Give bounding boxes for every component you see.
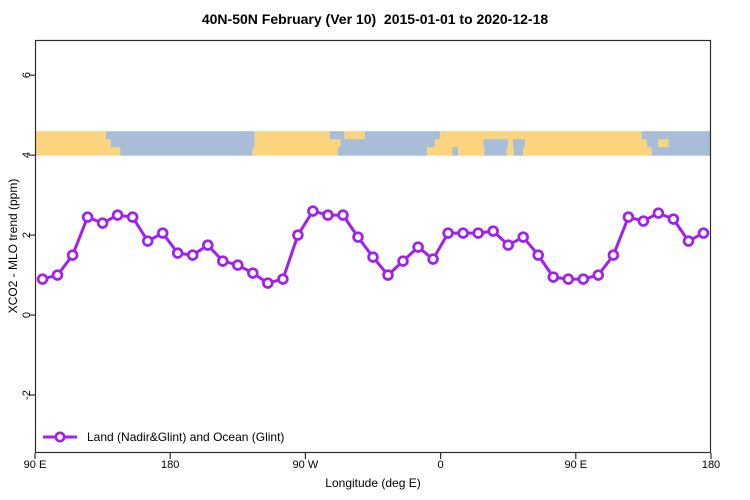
x-tick-label: 90 E — [23, 459, 47, 471]
legend-label: Land (Nadir&Glint) and Ocean (Glint) — [87, 430, 285, 444]
data-point-marker — [232, 259, 244, 271]
y-axis-title: XCO2 - MLO trend (ppm) — [6, 178, 20, 314]
x-tick-label: 90 W — [292, 459, 319, 471]
map-band-ocean-segment — [337, 147, 427, 156]
data-point-marker — [367, 251, 379, 263]
data-point-marker — [667, 213, 680, 225]
map-band-ocean-segment — [513, 147, 524, 156]
map-band-land-segment — [344, 131, 365, 140]
map-band-ocean-segment — [329, 131, 345, 140]
y-tick-label: 4 — [21, 152, 33, 159]
plot-area — [29, 39, 712, 459]
data-point-marker — [307, 205, 319, 217]
map-band-ocean-segment — [452, 147, 459, 156]
map-band-land-segment — [506, 147, 514, 156]
y-tick-label: 0 — [21, 312, 33, 319]
data-point-marker — [247, 267, 259, 279]
data-point-marker — [682, 235, 695, 247]
data-point-marker — [502, 239, 514, 251]
data-point-marker — [156, 227, 169, 239]
map-band-ocean-segment — [651, 147, 711, 156]
data-point-marker — [562, 273, 575, 285]
data-point-marker — [111, 209, 124, 221]
map-band-ocean-segment — [106, 131, 255, 140]
data-point-marker — [697, 227, 710, 239]
legend-marker-icon — [54, 431, 66, 443]
map-band-land-segment — [254, 139, 341, 148]
map-band-land-segment — [458, 147, 485, 156]
map-band-ocean-segment — [484, 147, 507, 156]
data-point-marker — [186, 249, 199, 261]
data-line — [41, 209, 705, 285]
data-point-marker — [577, 273, 590, 285]
map-band-ocean-segment — [364, 131, 440, 140]
map-band-land-segment — [35, 131, 106, 140]
data-point-marker — [652, 207, 665, 219]
plot-frame — [34, 39, 712, 454]
map-band-land-segment — [439, 131, 642, 140]
y-tick-label: 2 — [21, 232, 33, 239]
map-band-ocean-segment — [512, 139, 526, 148]
data-point-marker — [637, 215, 650, 227]
y-tick-label: 6 — [21, 72, 33, 79]
data-point-marker — [427, 253, 439, 265]
data-point-marker — [532, 249, 544, 261]
data-point-marker — [171, 247, 184, 259]
map-band-ocean-segment — [120, 147, 253, 156]
data-point-marker — [397, 255, 409, 267]
data-point-marker — [547, 271, 560, 283]
data-point-marker — [352, 231, 364, 243]
data-point-marker — [141, 235, 154, 247]
data-point-marker — [517, 231, 529, 243]
data-point-marker — [592, 269, 605, 281]
data-point-marker — [217, 255, 229, 267]
map-band-ocean-segment — [483, 139, 509, 148]
map-band-ocean-segment — [641, 131, 711, 140]
legend-line-symbol — [43, 431, 77, 443]
data-point-marker — [337, 209, 349, 221]
data-point-marker — [96, 217, 109, 229]
data-point-marker — [457, 227, 469, 239]
x-tick-label: 0 — [437, 459, 444, 471]
data-point-marker — [322, 209, 334, 221]
map-band-ocean-segment — [646, 139, 659, 148]
map-band-land-segment — [435, 139, 484, 148]
map-band-ocean-segment — [340, 139, 436, 148]
x-tick-label: 180 — [701, 459, 721, 471]
map-band-land-segment — [254, 131, 330, 140]
data-point-marker — [382, 269, 394, 281]
x-axis-title: Longitude (deg E) — [325, 476, 421, 490]
data-point-marker — [36, 273, 49, 285]
map-band-land-segment — [658, 139, 669, 148]
data-point-marker — [262, 277, 274, 289]
map-band-land-segment — [252, 147, 338, 156]
map-band-land-segment — [35, 139, 111, 148]
map-band-land-segment — [508, 139, 513, 148]
data-point-marker — [442, 227, 454, 239]
data-point-marker — [66, 249, 79, 261]
y-tick-label: -2 — [21, 390, 33, 400]
data-point-marker — [202, 239, 214, 251]
data-point-marker — [126, 211, 139, 223]
legend: Land (Nadir&Glint) and Ocean (Glint) — [42, 429, 284, 445]
map-band-land-segment — [523, 147, 652, 156]
map-band-land-segment — [35, 147, 121, 156]
chart-title: 40N-50N February (Ver 10) 2015-01-01 to … — [201, 11, 549, 27]
data-point-marker — [412, 241, 424, 253]
map-band-land-segment — [427, 147, 453, 156]
data-point-marker — [277, 273, 289, 285]
x-tick-label: 180 — [161, 459, 180, 471]
map-band-ocean-segment — [110, 139, 255, 148]
map-band-land-segment — [525, 139, 647, 148]
data-point-marker — [607, 249, 620, 261]
data-point-marker — [622, 211, 635, 223]
map-band-ocean-segment — [668, 139, 711, 148]
data-point-marker — [472, 227, 484, 239]
data-point-marker — [487, 225, 499, 237]
data-point-marker — [292, 229, 304, 241]
x-tick-label: 90 E — [564, 459, 588, 471]
data-point-marker — [81, 211, 94, 223]
data-point-marker — [51, 269, 64, 281]
